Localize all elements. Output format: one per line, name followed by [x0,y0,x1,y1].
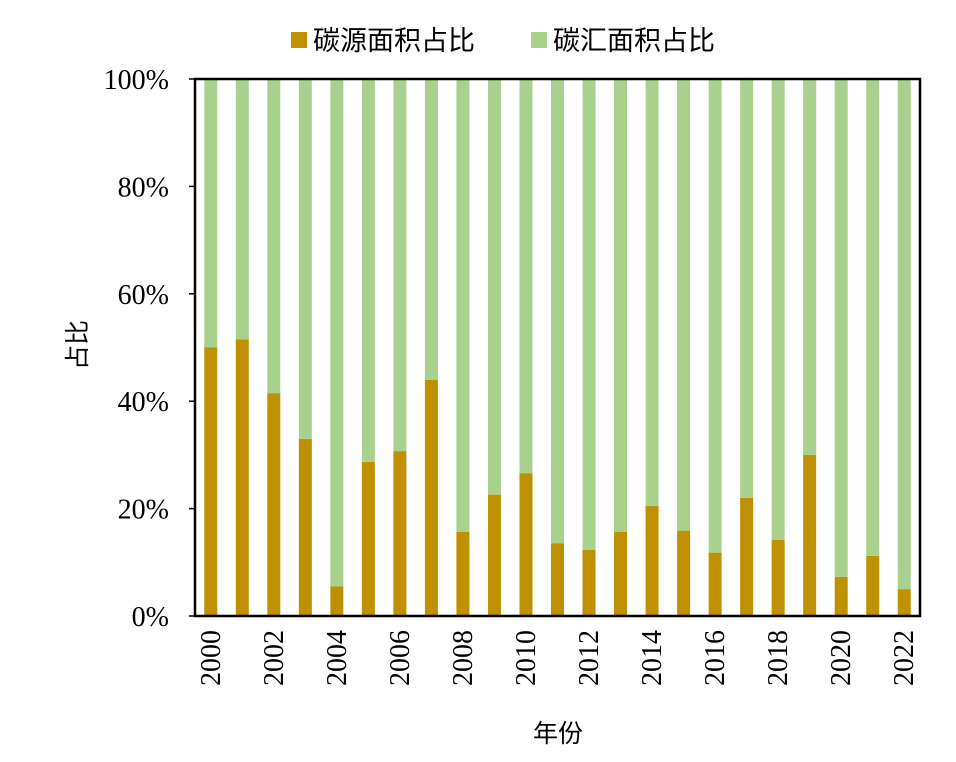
bar-sink-2011 [551,79,564,544]
bar-source-2022 [897,589,911,616]
x-axis-ticks: 2000 2002 2004 2006 2008 2010 2012 2014 2016 2018… [196,630,920,686]
bar-source-2016 [708,552,722,616]
bar-source-2005 [361,461,375,616]
bar-source-2006 [393,451,407,616]
x-tick-label: 2016 [700,630,731,686]
bar-source-2010 [519,473,533,616]
x-tick-label: 2008 [448,630,479,686]
x-tick-label: 2012 [574,630,605,686]
plot-frame [193,77,922,618]
bar-sink-2008 [456,79,470,532]
y-tick-label: 60% [118,280,169,311]
x-tick-label: 2010 [511,630,542,686]
bar-source-2018 [771,539,785,616]
bar-source-2014 [645,505,659,616]
bar-sink-2021 [866,79,880,556]
bar-sink-2010 [519,79,533,474]
y-tick-label: 40% [118,387,169,418]
bar-sink-2020 [834,79,848,577]
x-tick-label: 2022 [889,630,920,686]
bar-sink-2003 [298,79,312,439]
bar-sink-2022 [897,79,911,590]
bar-sink-2009 [487,79,501,495]
bar-sink-2000 [204,79,218,348]
bar-source-2017 [740,497,754,616]
bar-sink-2019 [803,79,817,455]
bar-sink-2007 [424,79,438,380]
bar-sink-2005 [361,79,375,462]
bar-sink-2001 [235,79,249,340]
bar-source-2008 [456,531,470,616]
bar-source-2012 [582,549,596,616]
bar-sink-2018 [771,79,785,540]
bar-source-2001 [235,339,249,616]
bar-sink-2017 [740,79,754,498]
x-tick-label: 2004 [322,630,353,686]
bar-source-2020 [834,576,848,616]
bar-source-2003 [298,438,312,616]
x-tick-label: 2018 [763,630,794,686]
x-tick-label: 2006 [385,630,416,686]
legend: 碳源面积占比 碳汇面积占比 [291,26,715,57]
legend-swatch-source [291,32,307,48]
y-tick-label: 100% [104,65,169,96]
y-tick-label: 20% [118,495,169,526]
bar-source-2021 [866,555,880,616]
x-axis-title: 年份 [533,719,583,748]
bar-source-2009 [487,494,501,616]
bar-sink-2002 [267,79,281,394]
bar-source-2002 [267,393,281,616]
legend-swatch-sink [531,32,547,48]
x-tick-label: 2020 [826,630,857,686]
bar-sink-2015 [677,79,691,531]
y-axis-title: 占比 [63,320,92,370]
x-tick-label: 2002 [259,630,290,686]
bar-sink-2016 [708,79,722,553]
bar-sink-2013 [614,79,628,532]
bar-source-2004 [330,586,344,616]
bar-source-2015 [677,530,691,616]
legend-label-source: 碳源面积占比 [313,26,475,57]
bar-sink-2004 [330,79,344,587]
y-tick-label: 0% [132,602,169,633]
bar-source-2000 [204,347,218,616]
bar-source-2013 [614,531,628,616]
bar-sink-2014 [645,79,659,506]
legend-label-sink: 碳汇面积占比 [553,26,715,57]
x-tick-label: 2000 [196,630,227,686]
y-axis-ticks: 0% 20% 40% 60% 80% 100% [104,65,195,633]
bar-sink-2012 [582,79,596,550]
bar-source-2007 [424,379,438,616]
x-tick-label: 2014 [637,630,668,686]
y-tick-label: 80% [118,172,169,203]
bars-group [204,79,911,616]
bar-source-2011 [551,543,564,616]
bar-source-2019 [803,454,817,616]
bar-sink-2006 [393,79,407,452]
